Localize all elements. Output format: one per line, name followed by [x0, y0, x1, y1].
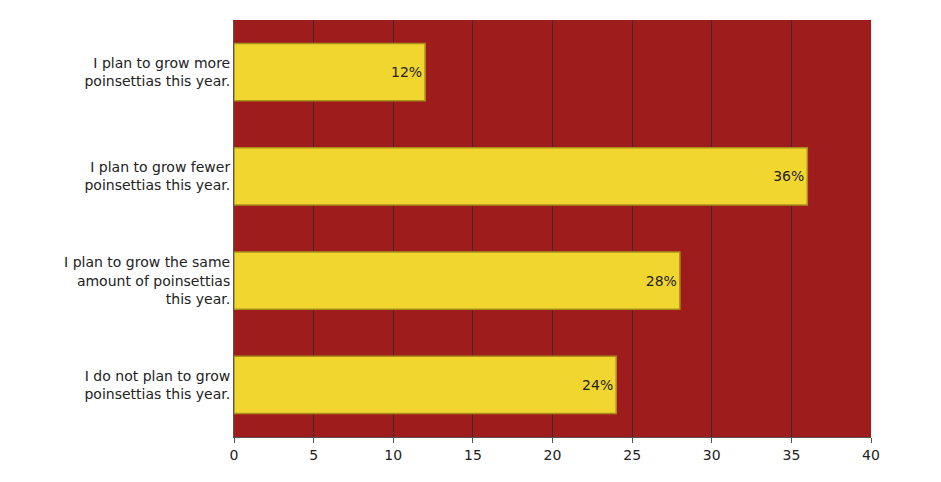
svg-text:I plan to grow the sameamount: I plan to grow the sameamount of poinset…: [64, 254, 230, 306]
svg-text:20: 20: [544, 447, 562, 463]
svg-text:30: 30: [703, 447, 721, 463]
svg-text:28%: 28%: [646, 273, 677, 289]
svg-text:15: 15: [464, 447, 482, 463]
svg-text:0: 0: [230, 447, 239, 463]
svg-text:36%: 36%: [773, 168, 804, 184]
svg-text:5: 5: [309, 447, 318, 463]
svg-text:I plan to grow fewerpoinsettia: I plan to grow fewerpoinsettias this yea…: [84, 159, 230, 193]
svg-text:I do not plan to growpoinsetti: I do not plan to growpoinsettias this ye…: [84, 368, 230, 402]
svg-text:I plan to grow morepoinsettias: I plan to grow morepoinsettias this year…: [84, 55, 230, 89]
svg-text:12%: 12%: [391, 64, 422, 80]
svg-text:35: 35: [782, 447, 800, 463]
svg-text:25: 25: [623, 447, 641, 463]
svg-text:24%: 24%: [582, 377, 613, 393]
svg-text:40: 40: [862, 447, 880, 463]
svg-text:10: 10: [384, 447, 402, 463]
